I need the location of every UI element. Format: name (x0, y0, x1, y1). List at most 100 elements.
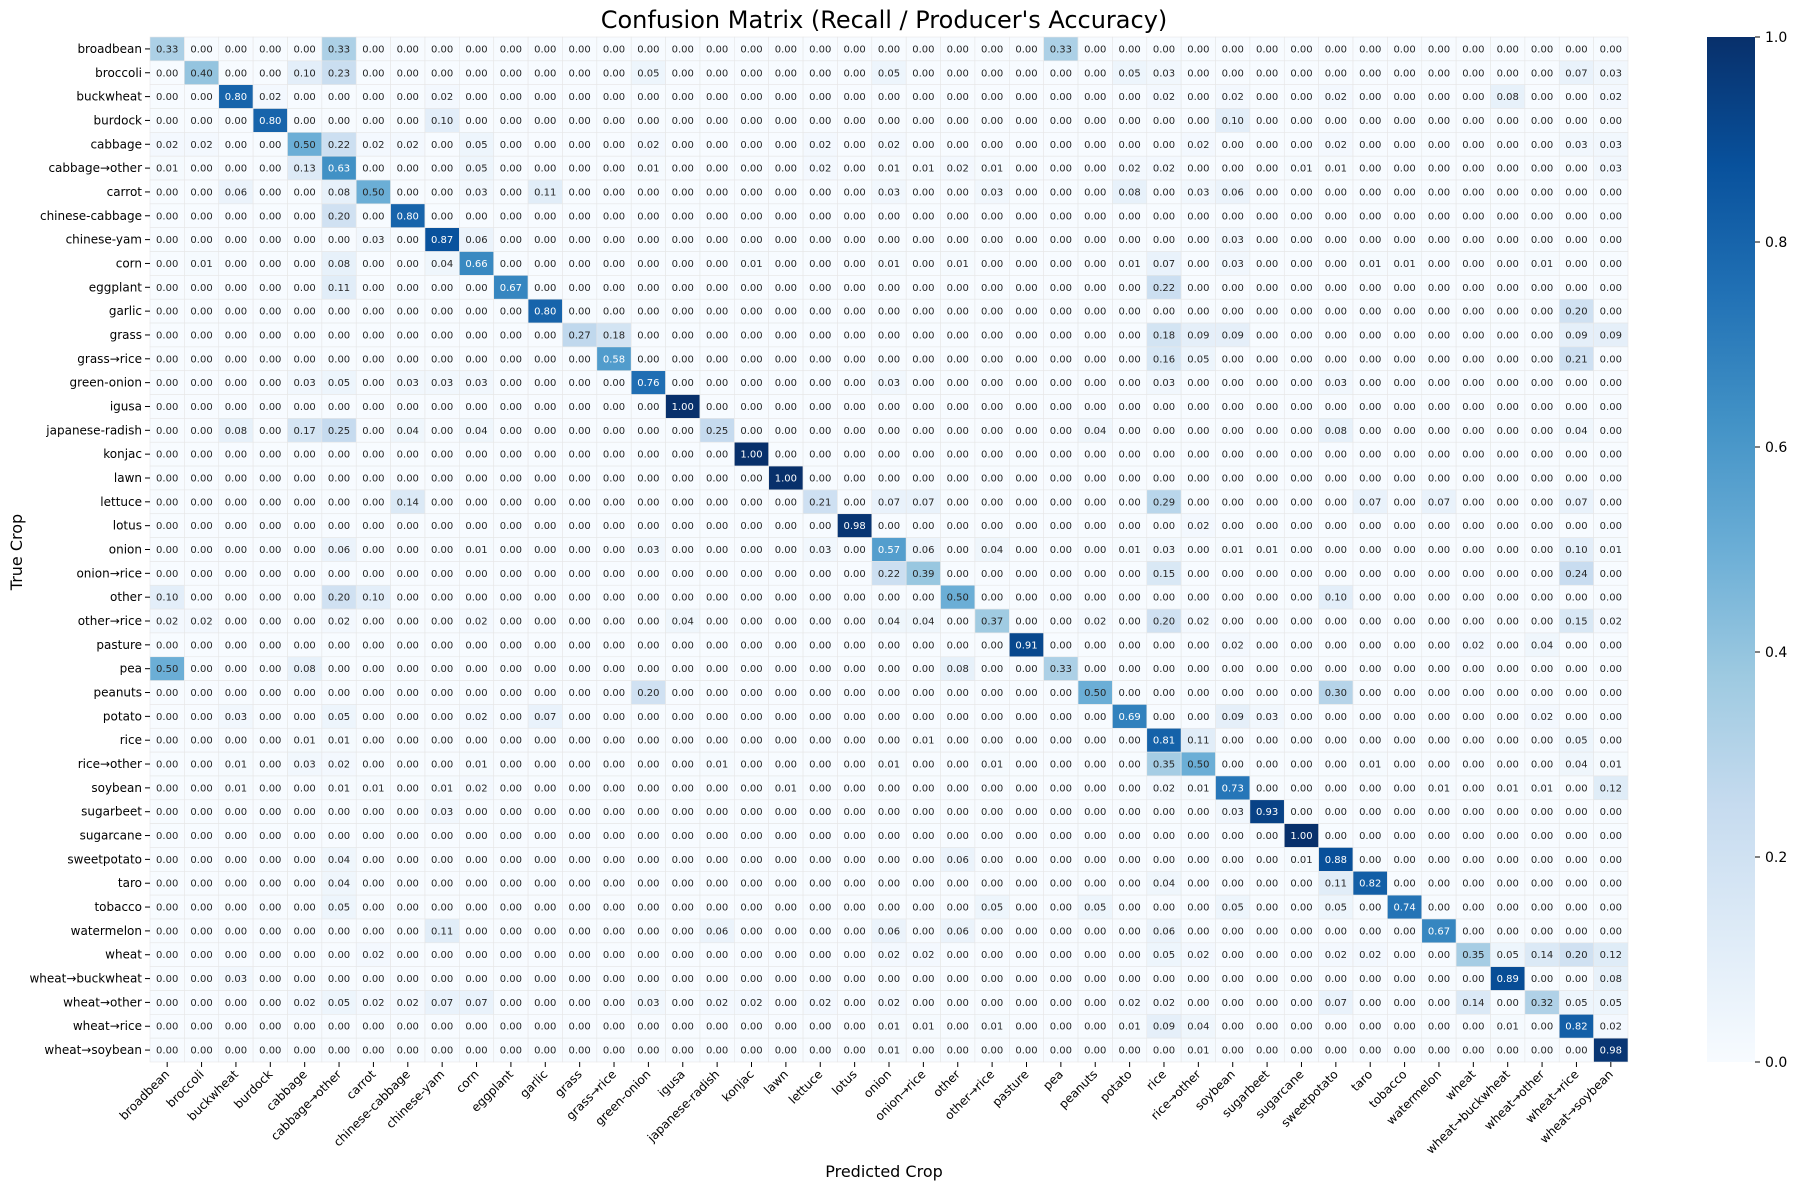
cell-value-label: 0.00 (706, 450, 728, 461)
cell-value-label: 0.00 (1531, 497, 1553, 508)
cell-value-label: 0.00 (1393, 426, 1415, 437)
cell-value-label: 0.00 (362, 473, 384, 484)
cell-value-label: 0.00 (672, 640, 694, 651)
cell-value-label: 0.00 (431, 450, 453, 461)
cell-value-label: 0.00 (912, 330, 934, 341)
cell-value-label: 0.00 (947, 783, 969, 794)
cell-value-label: 0.00 (1118, 569, 1140, 580)
cell-value-label: 0.00 (156, 736, 178, 747)
cell-value-label: 0.00 (500, 521, 522, 532)
cell-value-label: 0.00 (1084, 307, 1106, 318)
cell-value-label: 0.00 (1256, 974, 1278, 985)
x-tick-label: rice (1143, 1067, 1169, 1093)
cell-value-label: 0.00 (981, 831, 1003, 842)
cell-value-label: 0.73 (1222, 783, 1244, 794)
x-tick-label: corn (453, 1067, 481, 1095)
cell-value-label: 0.00 (1359, 688, 1381, 699)
cell-value-label: 0.00 (912, 926, 934, 937)
cell-value-label: 0.00 (431, 140, 453, 151)
cell-value-label: 0.11 (328, 283, 350, 294)
cell-value-label: 0.00 (603, 1022, 625, 1033)
cell-value-label: 0.00 (156, 831, 178, 842)
cell-value-label: 0.00 (775, 855, 797, 866)
cell-value-label: 0.00 (672, 974, 694, 985)
cell-value-label: 0.00 (637, 1046, 659, 1057)
cell-value-label: 0.00 (775, 283, 797, 294)
cell-value-label: 0.00 (1153, 688, 1175, 699)
cell-value-label: 0.00 (431, 736, 453, 747)
cell-value-label: 0.01 (981, 1022, 1003, 1033)
cell-value-label: 0.00 (603, 92, 625, 103)
cell-value-label: 0.00 (1600, 211, 1622, 222)
cell-value-label: 0.03 (1600, 68, 1622, 79)
cell-value-label: 0.00 (431, 1046, 453, 1057)
cell-value-label: 0.00 (981, 1046, 1003, 1057)
cell-value-label: 0.10 (431, 116, 453, 127)
cell-value-label: 0.00 (843, 736, 865, 747)
cell-value-label: 0.00 (843, 712, 865, 723)
cell-value-label: 0.00 (878, 640, 900, 651)
cell-value-label: 0.00 (1118, 378, 1140, 389)
cell-value-label: 0.00 (397, 855, 419, 866)
cell-value-label: 0.00 (775, 1046, 797, 1057)
cell-value-label: 0.00 (1118, 44, 1140, 55)
x-tick-label: broadbean (117, 1067, 173, 1123)
cell-value-label: 0.00 (397, 330, 419, 341)
cell-value-label: 0.00 (1187, 378, 1209, 389)
cell-value-label: 0.00 (259, 354, 281, 365)
cell-value-label: 0.00 (637, 974, 659, 985)
cell-value-label: 0.00 (1256, 354, 1278, 365)
cell-value-label: 0.00 (912, 44, 934, 55)
cell-value-label: 0.00 (431, 473, 453, 484)
cell-value-label: 0.00 (947, 116, 969, 127)
cell-value-label: 0.00 (706, 1046, 728, 1057)
cell-value-label: 0.00 (947, 307, 969, 318)
cell-value-label: 0.00 (981, 807, 1003, 818)
cell-value-label: 0.14 (1462, 998, 1484, 1009)
cell-value-label: 0.00 (1359, 68, 1381, 79)
cell-value-label: 0.00 (1359, 712, 1381, 723)
cell-value-label: 0.00 (740, 235, 762, 246)
cell-value-label: 0.05 (1222, 903, 1244, 914)
cell-value-label: 0.00 (1050, 545, 1072, 556)
cell-value-label: 0.00 (500, 903, 522, 914)
cell-value-label: 0.00 (706, 402, 728, 413)
cell-value-label: 0.00 (981, 235, 1003, 246)
cell-value-label: 0.00 (1359, 617, 1381, 628)
cell-value-label: 0.00 (1359, 450, 1381, 461)
cell-value-label: 0.00 (190, 235, 212, 246)
cell-value-label: 0.00 (156, 1046, 178, 1057)
y-tick-label: chinese-yam (66, 233, 142, 247)
cell-value-label: 0.00 (775, 330, 797, 341)
cell-value-label: 0.00 (1428, 974, 1450, 985)
cell-value-label: 0.00 (1153, 640, 1175, 651)
cell-value-label: 0.00 (1256, 760, 1278, 771)
cell-value-label: 0.00 (843, 68, 865, 79)
cell-value-label: 0.00 (843, 164, 865, 175)
y-tick-label: japanese-radish (45, 423, 142, 437)
cell-value-label: 0.00 (1359, 140, 1381, 151)
cell-value-label: 0.00 (981, 402, 1003, 413)
cell-value-label: 0.00 (569, 164, 591, 175)
cell-value-label: 0.00 (1428, 545, 1450, 556)
cell-value-label: 0.00 (1222, 426, 1244, 437)
cell-value-label: 0.00 (534, 164, 556, 175)
cell-value-label: 0.00 (603, 187, 625, 198)
cell-value-label: 0.00 (569, 926, 591, 937)
cell-value-label: 0.00 (534, 664, 556, 675)
x-tick-label: peanuts (1056, 1067, 1100, 1111)
cell-value-label: 0.00 (362, 402, 384, 413)
cell-value-label: 0.00 (1428, 640, 1450, 651)
cell-value-label: 0.00 (328, 116, 350, 127)
cell-value-label: 0.00 (569, 497, 591, 508)
cell-value-label: 0.00 (1050, 879, 1072, 890)
cell-value-label: 0.00 (1600, 569, 1622, 580)
cell-value-label: 0.00 (1084, 283, 1106, 294)
cell-value-label: 0.00 (706, 617, 728, 628)
cell-value-label: 0.00 (190, 712, 212, 723)
cell-value-label: 0.00 (156, 402, 178, 413)
cell-value-label: 0.05 (1565, 736, 1587, 747)
cell-value-label: 0.00 (740, 664, 762, 675)
cell-value-label: 0.00 (431, 855, 453, 866)
cell-value-label: 0.00 (775, 164, 797, 175)
